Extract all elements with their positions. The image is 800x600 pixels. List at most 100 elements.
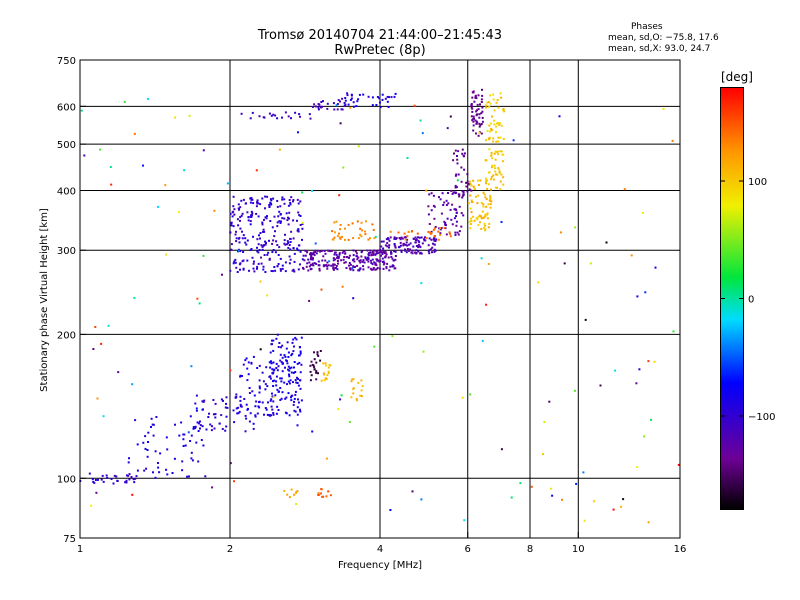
data-point	[190, 451, 193, 454]
data-point	[248, 387, 251, 389]
data-point	[333, 236, 336, 239]
data-point	[232, 225, 235, 228]
data-point	[334, 251, 337, 254]
data-point	[297, 229, 300, 232]
data-point	[260, 262, 263, 265]
data-point	[374, 235, 377, 238]
data-point	[311, 257, 314, 259]
data-point	[271, 392, 273, 395]
data-point	[487, 263, 490, 265]
data-point	[146, 97, 149, 100]
data-point	[332, 238, 335, 241]
data-point	[301, 191, 304, 194]
data-point	[301, 258, 304, 261]
data-point	[144, 435, 147, 438]
data-point	[336, 255, 339, 258]
data-point	[390, 252, 393, 255]
data-point	[275, 384, 278, 387]
data-point	[311, 189, 313, 192]
data-point	[332, 266, 335, 269]
data-point	[272, 339, 275, 342]
data-point	[256, 412, 259, 415]
data-point	[136, 443, 139, 446]
data-point	[421, 242, 424, 245]
data-point	[234, 261, 237, 264]
data-point	[297, 228, 300, 231]
data-point	[194, 427, 197, 430]
data-point	[285, 360, 288, 362]
data-point	[297, 249, 300, 252]
data-point	[321, 259, 324, 262]
data-point	[299, 263, 301, 266]
data-point	[593, 500, 596, 503]
data-point	[469, 194, 472, 197]
data-point	[359, 227, 362, 230]
data-point	[270, 405, 273, 408]
data-point	[96, 397, 99, 400]
data-point	[155, 416, 158, 418]
data-point	[281, 267, 284, 270]
data-point	[349, 267, 352, 270]
data-point	[265, 408, 268, 411]
data-point	[290, 396, 292, 399]
data-point	[350, 396, 353, 399]
data-point	[252, 202, 255, 205]
data-point	[259, 348, 262, 351]
data-point	[489, 194, 492, 197]
data-point	[284, 261, 287, 264]
data-point	[393, 95, 396, 98]
data-point	[481, 116, 484, 119]
data-point	[457, 193, 460, 196]
data-point	[406, 248, 409, 250]
data-point	[499, 136, 502, 139]
data-point	[316, 353, 319, 356]
data-point	[234, 233, 237, 236]
data-point	[415, 249, 418, 252]
data-point	[416, 232, 419, 235]
data-point	[472, 129, 475, 132]
x-tick-label: 2	[227, 544, 233, 555]
data-point	[347, 103, 350, 106]
data-point	[484, 196, 487, 199]
y-tick-label: 600	[57, 102, 76, 113]
data-point	[258, 115, 261, 118]
data-point	[647, 360, 650, 363]
data-point	[245, 202, 247, 205]
data-point	[477, 224, 480, 227]
data-point	[272, 400, 275, 403]
data-point	[473, 187, 476, 190]
data-point	[247, 216, 250, 219]
data-point	[279, 359, 282, 362]
data-point	[259, 280, 262, 283]
axis-ticks: 1 2 4 6 8 10 16 75 100 200 300 400 500 600 750	[57, 56, 686, 555]
data-point	[430, 230, 433, 233]
data-point	[453, 152, 455, 155]
data-point	[325, 495, 328, 498]
data-point	[318, 264, 321, 267]
data-point	[470, 106, 473, 109]
data-point	[493, 119, 496, 122]
data-point	[232, 195, 235, 198]
data-point	[345, 267, 348, 269]
data-point	[130, 476, 133, 478]
data-point	[117, 371, 120, 374]
data-point	[302, 267, 305, 270]
data-point	[493, 164, 496, 167]
data-point	[434, 226, 437, 228]
data-point	[275, 337, 278, 340]
data-point	[259, 203, 262, 206]
data-point	[356, 100, 359, 103]
data-point	[327, 370, 330, 373]
data-point	[351, 222, 354, 225]
data-point	[266, 195, 269, 198]
data-point	[276, 265, 279, 268]
data-point	[258, 364, 261, 367]
data-point	[498, 172, 501, 175]
data-point	[158, 471, 161, 474]
data-point	[311, 106, 314, 108]
data-point	[344, 99, 347, 102]
data-point	[331, 230, 334, 233]
data-point	[265, 366, 268, 369]
data-point	[296, 376, 298, 379]
data-point	[249, 249, 252, 252]
